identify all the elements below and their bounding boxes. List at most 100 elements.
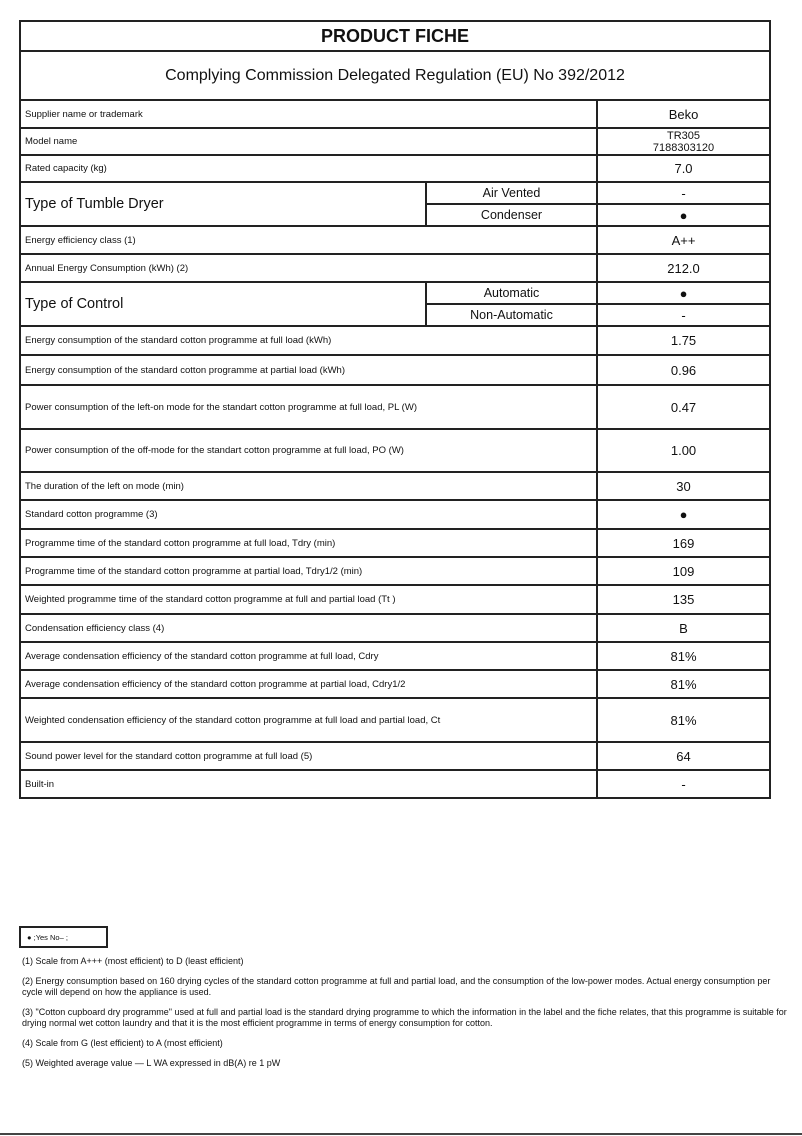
row-value-cell: 109 [595, 556, 772, 586]
row-value: Beko [668, 106, 699, 122]
row-value: 81% [670, 648, 697, 664]
row-value-cell: 64 [595, 741, 772, 771]
table-row: Power consumption of the off-mode for th… [19, 428, 772, 473]
row-value: B [679, 620, 688, 636]
footnote-1: (1) Scale from A+++ (most efficient) to … [22, 956, 244, 966]
row-label: The duration of the left on mode (min) [19, 471, 598, 501]
row-value-cell: 7.0 [595, 154, 772, 183]
row-value-2: 7188303120 [652, 141, 715, 154]
row-value-cell: TR305 7188303120 [595, 127, 772, 156]
footnote-4: (4) Scale from G (lest efficient) to A (… [22, 1038, 223, 1048]
option-value: - [595, 303, 772, 327]
option-label: Condenser [425, 203, 598, 227]
row-value-cell: 0.47 [595, 384, 772, 430]
row-value-cell: 0.96 [595, 354, 772, 386]
option-value: ● [595, 281, 772, 305]
row-value: 64 [676, 748, 691, 764]
yes-no-legend: ● ;Yes No‒ ; [19, 926, 108, 948]
option-label: Automatic [425, 281, 598, 305]
product-fiche-table: PRODUCT FICHE Complying Commission Deleg… [18, 20, 772, 799]
option-label: Non-Automatic [425, 303, 598, 327]
row-value: 169 [672, 535, 695, 551]
row-value-cell: 30 [595, 471, 772, 501]
row-label: Weighted programme time of the standard … [19, 584, 598, 615]
table-row: Non-Automatic - [20, 303, 772, 327]
fiche-title: PRODUCT FICHE [18, 20, 772, 52]
table-row: The duration of the left on mode (min) 30 [19, 471, 772, 501]
row-value: 30 [676, 478, 691, 494]
row-value: ● [679, 507, 688, 522]
row-value-cell: A++ [595, 225, 772, 255]
option-label: Air Vented [425, 181, 598, 205]
table-row: Power consumption of the left-on mode fo… [19, 384, 772, 430]
row-value: A++ [671, 232, 696, 248]
footnote-3: (3) "Cotton cupboard dry programme" used… [22, 1007, 787, 1028]
footnotes: (1) Scale from A+++ (most efficient) to … [22, 956, 792, 1078]
row-value: - [681, 776, 686, 792]
row-label: Sound power level for the standard cotto… [19, 741, 598, 771]
table-row: Rated capacity (kg) 7.0 [19, 154, 772, 183]
option-value: - [595, 181, 772, 205]
group-label: Type of Control [19, 281, 427, 327]
table-row: Supplier name or trademark Beko [19, 99, 772, 129]
row-value: 81% [670, 712, 697, 728]
table-row: Weighted condensation efficiency of the … [19, 697, 772, 743]
row-value-cell: ● [595, 499, 772, 530]
row-label: Power consumption of the left-on mode fo… [19, 384, 598, 430]
row-label: Model name [19, 127, 598, 156]
row-label: Programme time of the standard cotton pr… [19, 528, 598, 558]
table-row: Sound power level for the standard cotto… [19, 741, 772, 771]
row-value-cell: 81% [595, 669, 772, 699]
table-row: Condenser ● [20, 203, 772, 227]
table-row: Average condensation efficiency of the s… [19, 641, 772, 671]
group-label: Type of Tumble Dryer [19, 181, 427, 227]
row-value: 135 [672, 592, 695, 607]
row-label: Average condensation efficiency of the s… [19, 641, 598, 671]
row-label: Supplier name or trademark [19, 99, 598, 129]
row-value: 109 [672, 563, 695, 579]
row-label: Energy consumption of the standard cotto… [19, 325, 598, 356]
row-label: Annual Energy Consumption (kWh) (2) [19, 253, 598, 283]
row-value: 0.96 [670, 362, 697, 378]
row-value: 0.47 [670, 399, 697, 415]
table-row: Energy consumption of the standard cotto… [19, 325, 772, 356]
row-value-cell: 1.00 [595, 428, 772, 473]
table-row: Energy efficiency class (1) A++ [19, 225, 772, 255]
table-row: Standard cotton programme (3) ● [19, 499, 772, 530]
row-label: Average condensation efficiency of the s… [19, 669, 598, 699]
page-divider [0, 1133, 802, 1135]
row-label: Energy consumption of the standard cotto… [19, 354, 598, 386]
table-row: Annual Energy Consumption (kWh) (2) 212.0 [19, 253, 772, 283]
row-value-cell: Beko [595, 99, 772, 129]
regulation-subtitle: Complying Commission Delegated Regulatio… [18, 50, 772, 101]
row-value-cell: 135 [595, 584, 772, 615]
row-value-cell: 169 [595, 528, 772, 558]
table-row: Weighted programme time of the standard … [19, 584, 772, 615]
row-value: 81% [670, 676, 697, 692]
option-value: ● [595, 203, 772, 227]
table-row: Type of Tumble Dryer Air Vented - [19, 181, 772, 227]
table-row: Condensation efficiency class (4) B [19, 613, 772, 643]
row-label: Condensation efficiency class (4) [19, 613, 598, 643]
table-row: Model name TR305 7188303120 [19, 127, 772, 156]
footnote-2: (2) Energy consumption based on 160 dryi… [22, 976, 771, 997]
row-value: 1.00 [670, 443, 697, 458]
table-row: Programme time of the standard cotton pr… [19, 556, 772, 586]
row-label: Weighted condensation efficiency of the … [19, 697, 598, 743]
row-value: 7.0 [674, 161, 693, 176]
row-value: 1.75 [670, 333, 697, 348]
footnote-5: (5) Weighted average value — L WA expres… [22, 1058, 281, 1068]
row-value: TR305 [667, 129, 701, 142]
row-value-cell: 212.0 [595, 253, 772, 283]
row-value-cell: 81% [595, 697, 772, 743]
row-label: Programme time of the standard cotton pr… [19, 556, 598, 586]
row-value-cell: B [595, 613, 772, 643]
table-row: Energy consumption of the standard cotto… [19, 354, 772, 386]
table-row: Programme time of the standard cotton pr… [19, 528, 772, 558]
row-label: Built-in [19, 769, 598, 799]
row-label: Energy efficiency class (1) [19, 225, 598, 255]
row-label: Rated capacity (kg) [19, 154, 598, 183]
table-row: Average condensation efficiency of the s… [19, 669, 772, 699]
table-row: Built-in - [19, 769, 772, 799]
row-value-cell: 1.75 [595, 325, 772, 356]
